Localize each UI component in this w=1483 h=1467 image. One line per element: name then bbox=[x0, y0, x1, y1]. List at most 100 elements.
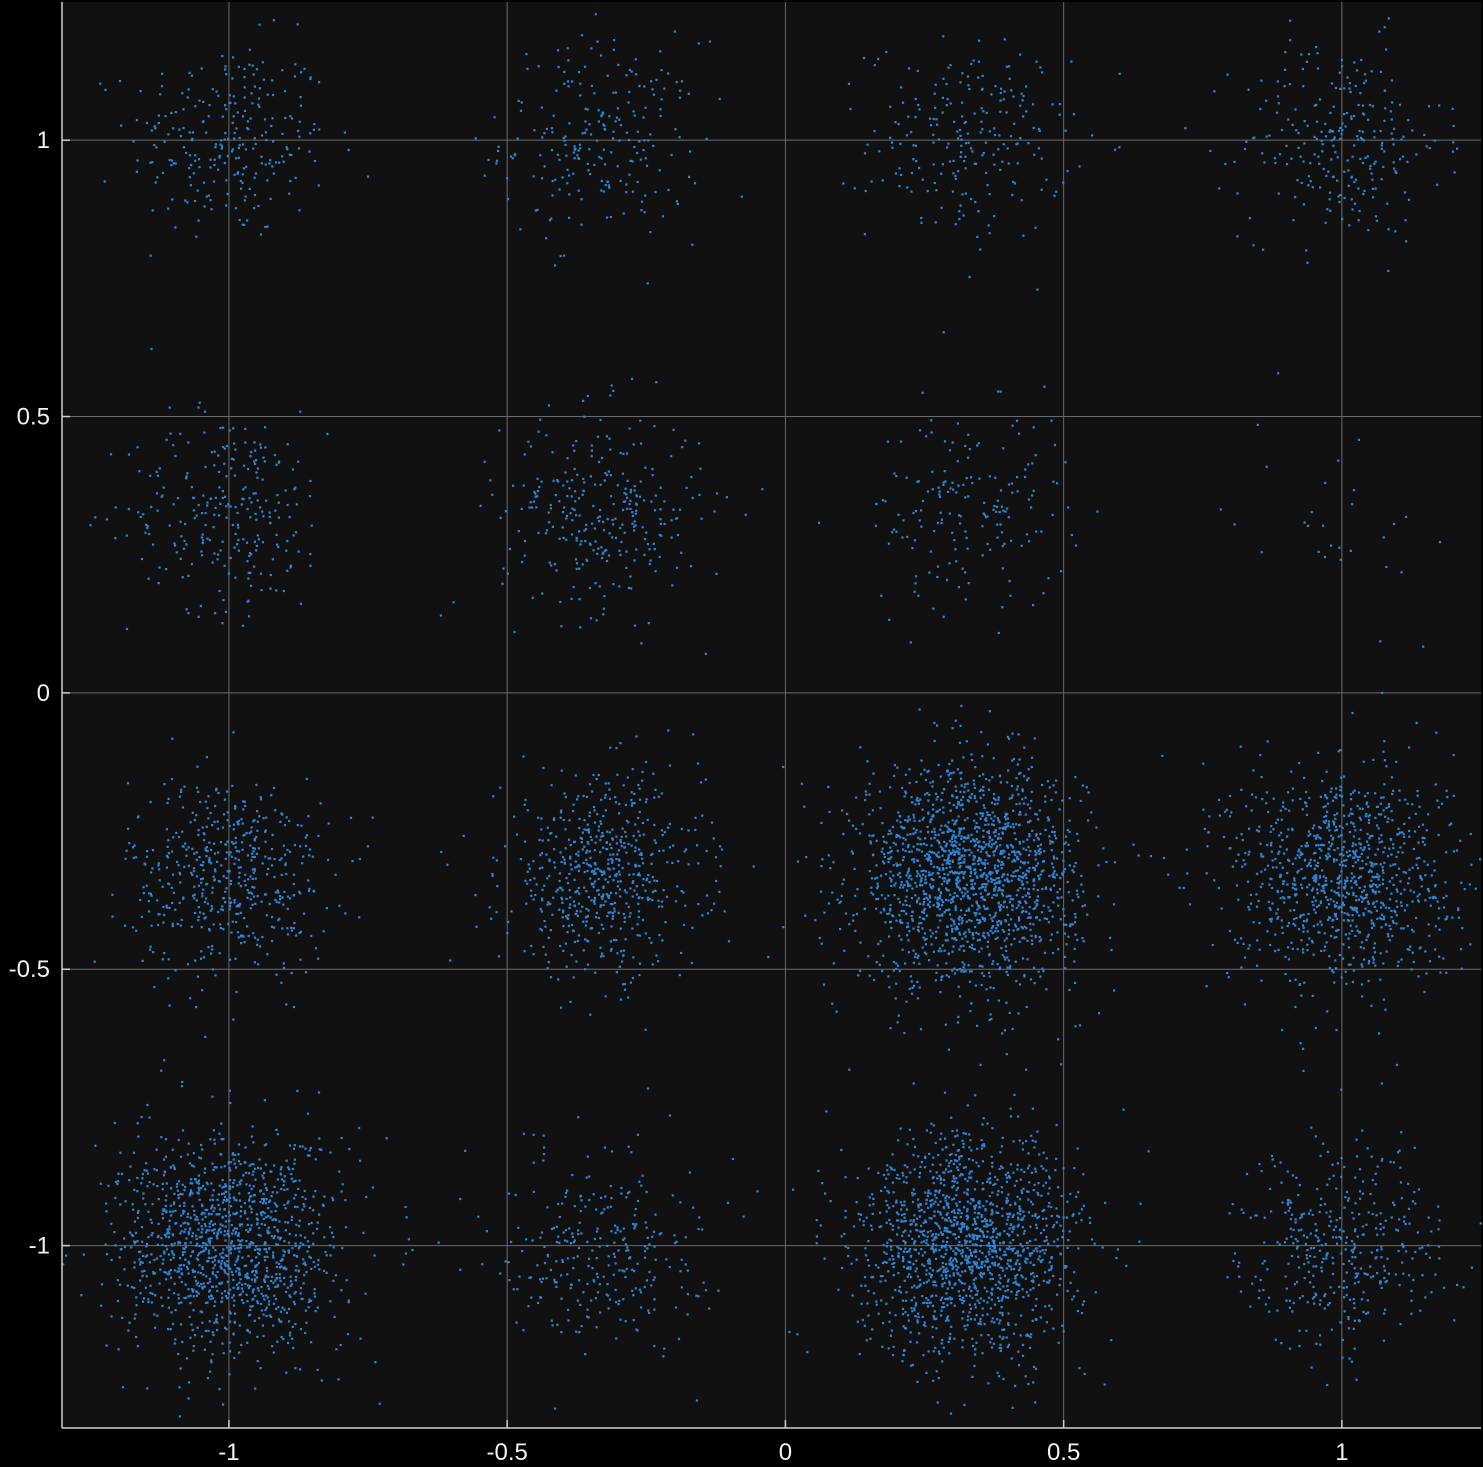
data-point bbox=[1053, 869, 1056, 873]
data-point bbox=[1006, 873, 1009, 876]
data-point bbox=[1313, 104, 1316, 107]
data-point bbox=[900, 881, 903, 884]
data-point bbox=[1340, 860, 1343, 864]
data-point bbox=[982, 835, 985, 838]
data-point bbox=[201, 512, 204, 515]
data-point bbox=[175, 551, 178, 554]
data-point bbox=[938, 897, 942, 900]
data-point bbox=[550, 784, 553, 787]
data-point bbox=[286, 933, 290, 936]
data-point bbox=[205, 825, 208, 828]
data-point bbox=[832, 962, 835, 965]
data-point bbox=[1065, 943, 1068, 946]
data-point bbox=[1000, 892, 1004, 895]
data-point bbox=[906, 926, 909, 929]
data-point bbox=[827, 785, 830, 788]
data-point bbox=[599, 904, 602, 907]
data-point bbox=[992, 854, 996, 857]
data-point bbox=[631, 190, 634, 193]
data-point bbox=[257, 847, 260, 850]
data-point bbox=[1387, 17, 1390, 20]
data-point bbox=[563, 792, 566, 795]
data-point bbox=[145, 121, 148, 124]
data-point bbox=[1243, 147, 1247, 151]
data-point bbox=[1041, 71, 1044, 74]
data-point bbox=[338, 904, 341, 907]
data-point bbox=[1035, 530, 1038, 533]
data-point bbox=[958, 218, 961, 221]
data-point bbox=[242, 538, 245, 541]
data-point bbox=[584, 120, 587, 123]
data-point bbox=[1037, 838, 1040, 841]
data-point bbox=[600, 835, 603, 838]
data-point bbox=[581, 132, 584, 135]
cluster-8 bbox=[93, 731, 374, 1021]
data-point bbox=[966, 799, 969, 802]
data-point bbox=[884, 500, 887, 503]
data-point bbox=[1202, 762, 1205, 765]
data-point bbox=[918, 519, 921, 522]
data-point bbox=[1381, 866, 1384, 869]
data-point bbox=[1026, 916, 1030, 919]
data-point bbox=[239, 911, 242, 914]
data-point bbox=[213, 868, 217, 871]
data-point bbox=[1359, 92, 1362, 95]
data-point bbox=[822, 983, 826, 986]
data-point bbox=[181, 830, 184, 833]
data-point bbox=[254, 142, 257, 146]
data-point bbox=[569, 1000, 572, 1003]
data-point bbox=[820, 890, 823, 893]
data-point bbox=[935, 118, 938, 121]
data-point bbox=[921, 499, 925, 503]
data-point bbox=[614, 517, 617, 520]
data-point bbox=[1291, 886, 1294, 889]
data-point bbox=[659, 518, 662, 521]
data-point bbox=[653, 796, 656, 799]
data-point bbox=[299, 930, 303, 933]
data-point bbox=[642, 149, 645, 152]
data-point bbox=[535, 883, 538, 886]
data-point bbox=[851, 824, 854, 827]
data-point bbox=[643, 139, 646, 142]
data-point bbox=[951, 841, 954, 844]
cluster-2 bbox=[842, 35, 1121, 334]
data-point bbox=[1286, 871, 1289, 875]
data-point bbox=[877, 57, 880, 60]
data-point bbox=[1452, 124, 1455, 128]
data-point bbox=[920, 509, 923, 512]
data-point bbox=[691, 243, 694, 246]
data-point bbox=[897, 834, 900, 838]
data-point bbox=[678, 96, 681, 99]
data-point bbox=[907, 884, 910, 888]
data-point bbox=[1372, 922, 1375, 925]
data-point bbox=[618, 802, 621, 805]
data-point bbox=[1331, 129, 1334, 133]
data-point bbox=[176, 922, 179, 925]
data-point bbox=[933, 721, 936, 725]
data-point bbox=[577, 902, 580, 905]
data-point bbox=[261, 61, 264, 64]
data-point bbox=[977, 442, 980, 445]
data-point bbox=[983, 872, 986, 875]
data-point bbox=[914, 116, 917, 119]
data-point bbox=[602, 607, 606, 610]
data-point bbox=[939, 511, 942, 514]
data-point bbox=[892, 874, 895, 877]
data-point bbox=[545, 853, 548, 856]
data-point bbox=[240, 841, 244, 844]
data-point bbox=[1065, 923, 1068, 926]
data-point bbox=[580, 837, 583, 840]
data-point bbox=[952, 919, 955, 922]
data-point bbox=[670, 519, 673, 522]
data-point bbox=[208, 859, 211, 862]
data-point bbox=[908, 930, 911, 933]
data-point bbox=[690, 961, 693, 965]
data-point bbox=[960, 970, 963, 973]
data-point bbox=[149, 474, 152, 477]
data-point bbox=[190, 925, 193, 928]
data-point bbox=[233, 546, 236, 549]
data-point bbox=[970, 758, 974, 762]
data-point bbox=[1374, 187, 1377, 190]
data-point bbox=[1386, 202, 1389, 205]
data-point bbox=[589, 617, 593, 620]
